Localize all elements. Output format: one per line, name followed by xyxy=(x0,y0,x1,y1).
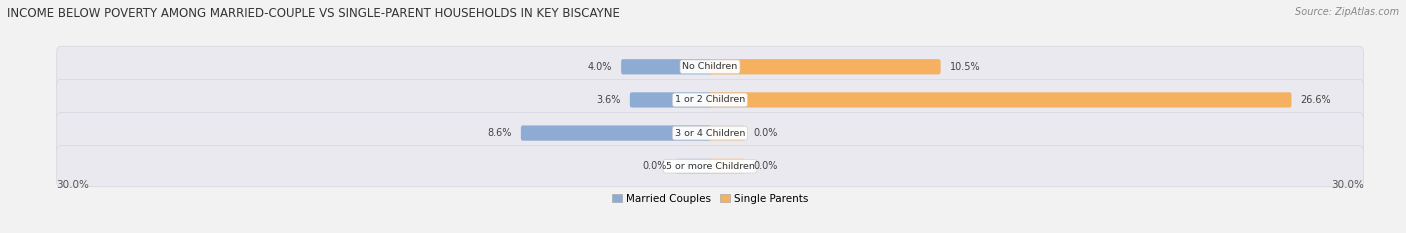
Text: 0.0%: 0.0% xyxy=(643,161,666,171)
Text: 4.0%: 4.0% xyxy=(588,62,612,72)
Text: 5 or more Children: 5 or more Children xyxy=(665,162,755,171)
Text: 10.5%: 10.5% xyxy=(950,62,980,72)
FancyBboxPatch shape xyxy=(56,113,1364,154)
Text: 0.0%: 0.0% xyxy=(754,161,778,171)
Text: 3.6%: 3.6% xyxy=(596,95,620,105)
Text: 0.0%: 0.0% xyxy=(754,128,778,138)
Text: 1 or 2 Children: 1 or 2 Children xyxy=(675,96,745,104)
Text: 8.6%: 8.6% xyxy=(488,128,512,138)
FancyBboxPatch shape xyxy=(709,159,744,174)
Text: 26.6%: 26.6% xyxy=(1301,95,1331,105)
FancyBboxPatch shape xyxy=(621,59,711,74)
FancyBboxPatch shape xyxy=(709,92,1292,108)
FancyBboxPatch shape xyxy=(520,125,711,141)
Text: 30.0%: 30.0% xyxy=(1331,180,1364,190)
FancyBboxPatch shape xyxy=(56,79,1364,120)
FancyBboxPatch shape xyxy=(709,125,744,141)
Text: 3 or 4 Children: 3 or 4 Children xyxy=(675,129,745,137)
FancyBboxPatch shape xyxy=(676,159,711,174)
FancyBboxPatch shape xyxy=(709,59,941,74)
Text: INCOME BELOW POVERTY AMONG MARRIED-COUPLE VS SINGLE-PARENT HOUSEHOLDS IN KEY BIS: INCOME BELOW POVERTY AMONG MARRIED-COUPL… xyxy=(7,7,620,20)
Text: No Children: No Children xyxy=(682,62,738,71)
FancyBboxPatch shape xyxy=(630,92,711,108)
FancyBboxPatch shape xyxy=(56,46,1364,87)
FancyBboxPatch shape xyxy=(56,146,1364,187)
Legend: Married Couples, Single Parents: Married Couples, Single Parents xyxy=(612,194,808,204)
Text: Source: ZipAtlas.com: Source: ZipAtlas.com xyxy=(1295,7,1399,17)
Text: 30.0%: 30.0% xyxy=(56,180,89,190)
